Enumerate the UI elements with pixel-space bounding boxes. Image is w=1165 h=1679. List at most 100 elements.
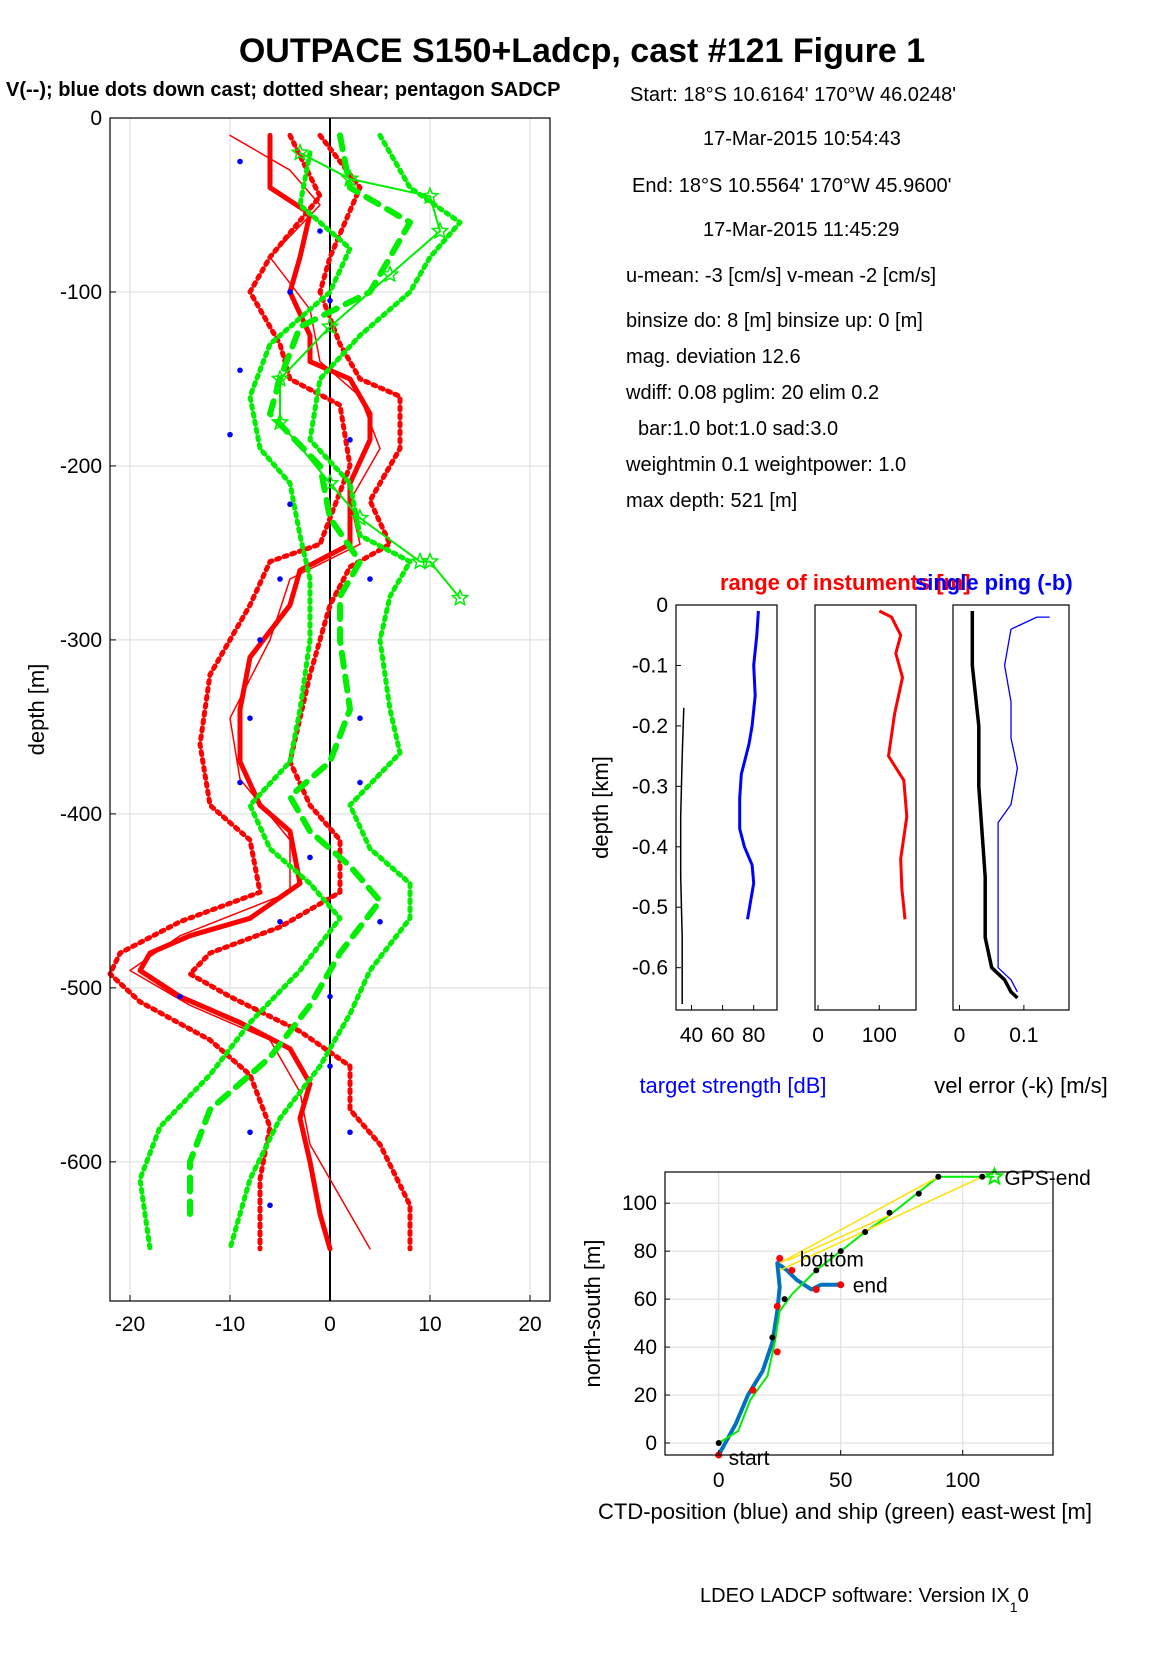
velocity-series-line (137, 150, 353, 1252)
y-tick-label: 0 (90, 107, 102, 130)
info-mag-deviation: mag. deviation 12.6 (626, 346, 801, 368)
ctd-position-marker (788, 1266, 796, 1274)
ship-position-marker (979, 1173, 986, 1180)
downcast-blue-dot (277, 918, 283, 925)
y-axis-label: north-south [m] (580, 1240, 605, 1388)
range-panel: 0 100 (812, 604, 917, 1047)
info-mean-velocity: u-mean: -3 [cm/s] v-mean -2 [cm/s] (626, 265, 936, 287)
software-version: LDEO LADCP software: Version IX10 (700, 1585, 1029, 1615)
ship-position-marker (935, 1173, 942, 1180)
sadcp-star-marker (270, 412, 290, 431)
x-tick-label: 100 (945, 1469, 980, 1492)
start-label: start (729, 1447, 770, 1470)
info-start-position: Start: 18°S 10.6164' 170°W 46.0248' (630, 84, 956, 106)
ctd-position-marker (773, 1302, 781, 1310)
position-panel: 0 50 100 0 20 40 60 80 100 start bottom end GPS-end n… (580, 1166, 1092, 1524)
sadcp-star-marker (450, 588, 470, 607)
range-panel-title: range of instuments [m] (720, 570, 971, 595)
velocity-profile-panel: -20 -10 0 10 200-100-200-300-400-500-600dept… (24, 107, 551, 1336)
velocity-series-line (227, 132, 463, 1252)
downcast-blue-dot (357, 779, 363, 786)
x-tick-label: 0.1 (1009, 1024, 1038, 1047)
ctd-position-marker (773, 1348, 781, 1356)
x-tick-label: 100 (862, 1024, 897, 1047)
y-tick-label: -200 (60, 455, 102, 478)
ctd-position-marker (749, 1386, 757, 1394)
y-tick-label: -100 (60, 281, 102, 304)
velocity-series-line (107, 132, 353, 1252)
x-tick-label: 0 (713, 1469, 725, 1492)
track-line (779, 1176, 983, 1271)
figure-subtitle: V(--); blue dots down cast; dotted shear… (6, 79, 560, 101)
profile-series-line (679, 707, 685, 1004)
downcast-blue-dot (317, 228, 323, 234)
ship-position-marker (862, 1228, 869, 1235)
downcast-blue-dot (347, 437, 353, 443)
track-line (716, 1261, 841, 1456)
ctd-position-marker (776, 1254, 784, 1262)
y-tick-label: 0 (656, 594, 668, 617)
velocity-error-panel: 0 0.1 vel error (-k) [m/s] (934, 604, 1108, 1098)
sadcp-star-marker (270, 369, 290, 387)
y-tick-label: -0.6 (632, 957, 668, 980)
downcast-blue-dot (227, 431, 233, 438)
ship-position-marker (813, 1267, 820, 1274)
position-plot-frame (664, 1171, 1054, 1456)
ctd-position-marker (837, 1281, 845, 1289)
x-tick-label: 40 (680, 1024, 703, 1047)
software-version-subscript: 1 (1010, 1599, 1018, 1615)
x-tick-label: 20 (518, 1313, 541, 1336)
x-tick-label: 50 (829, 1469, 852, 1492)
y-tick-label: 80 (634, 1240, 657, 1263)
y-tick-label: -300 (60, 629, 102, 652)
gps-end-label: GPS-end (1004, 1167, 1090, 1190)
downcast-blue-dot (177, 993, 183, 1000)
sadcp-star-marker (320, 473, 340, 492)
velocity-error-panel-title: single ping (-b) (915, 570, 1073, 595)
ship-position-marker (769, 1334, 776, 1341)
y-tick-label: -600 (60, 1151, 102, 1174)
profile-series-line (878, 609, 909, 920)
downcast-blue-dot (257, 637, 263, 643)
info-max-depth: max depth: 521 [m] (626, 490, 797, 512)
y-tick-label: 100 (622, 1192, 657, 1215)
downcast-blue-dot (367, 576, 373, 582)
info-end-time: 17-Mar-2015 11:45:29 (703, 219, 899, 241)
downcast-blue-dot (357, 715, 363, 721)
x-tick-label: 80 (742, 1024, 765, 1047)
software-version-suffix: 0 (1018, 1585, 1029, 1607)
downcast-blue-dot (327, 297, 333, 304)
sadcp-star-marker (420, 186, 440, 205)
ship-position-marker (781, 1296, 788, 1303)
x-tick-label: 0 (812, 1024, 824, 1047)
info-end-position: End: 18°S 10.5564' 170°W 45.9600' (632, 175, 951, 197)
software-version-text: LDEO LADCP software: Version IX (700, 1585, 1010, 1607)
target-strength-panel: 40 60 80 0 -0.1 -0.2 -0.3 -0.4 -0.5 -0.6 depth [km… (588, 594, 827, 1098)
x-tick-label: 0 (954, 1024, 966, 1047)
profile-series-line (738, 610, 760, 920)
y-tick-label: -0.3 (632, 775, 668, 798)
downcast-blue-dot (327, 993, 333, 1000)
downcast-blue-dot (247, 715, 253, 721)
sadcp-star-marker (420, 551, 440, 570)
sadcp-star-marker (350, 508, 370, 527)
y-tick-label: -0.5 (632, 896, 668, 919)
track-line (718, 1175, 995, 1444)
small-panel-frame (952, 604, 1070, 1011)
downcast-blue-dot (267, 1202, 273, 1209)
downcast-blue-dot (237, 779, 243, 786)
bottom-label: bottom (800, 1248, 864, 1271)
y-tick-label: 20 (634, 1384, 657, 1407)
profile-series-line (997, 616, 1050, 993)
velocity-series-line (279, 151, 461, 600)
y-axis-label: depth [km] (588, 756, 613, 859)
ship-position-marker (837, 1248, 844, 1255)
sadcp-star-marker (320, 316, 340, 335)
y-axis-label: depth [m] (24, 664, 49, 756)
info-binsize: binsize do: 8 [m] binsize up: 0 [m] (626, 310, 923, 332)
velocity-series-line (137, 132, 373, 1252)
y-tick-label: 60 (634, 1288, 657, 1311)
y-tick-label: -0.2 (632, 715, 668, 738)
x-axis-label: vel error (-k) [m/s] (934, 1073, 1108, 1098)
